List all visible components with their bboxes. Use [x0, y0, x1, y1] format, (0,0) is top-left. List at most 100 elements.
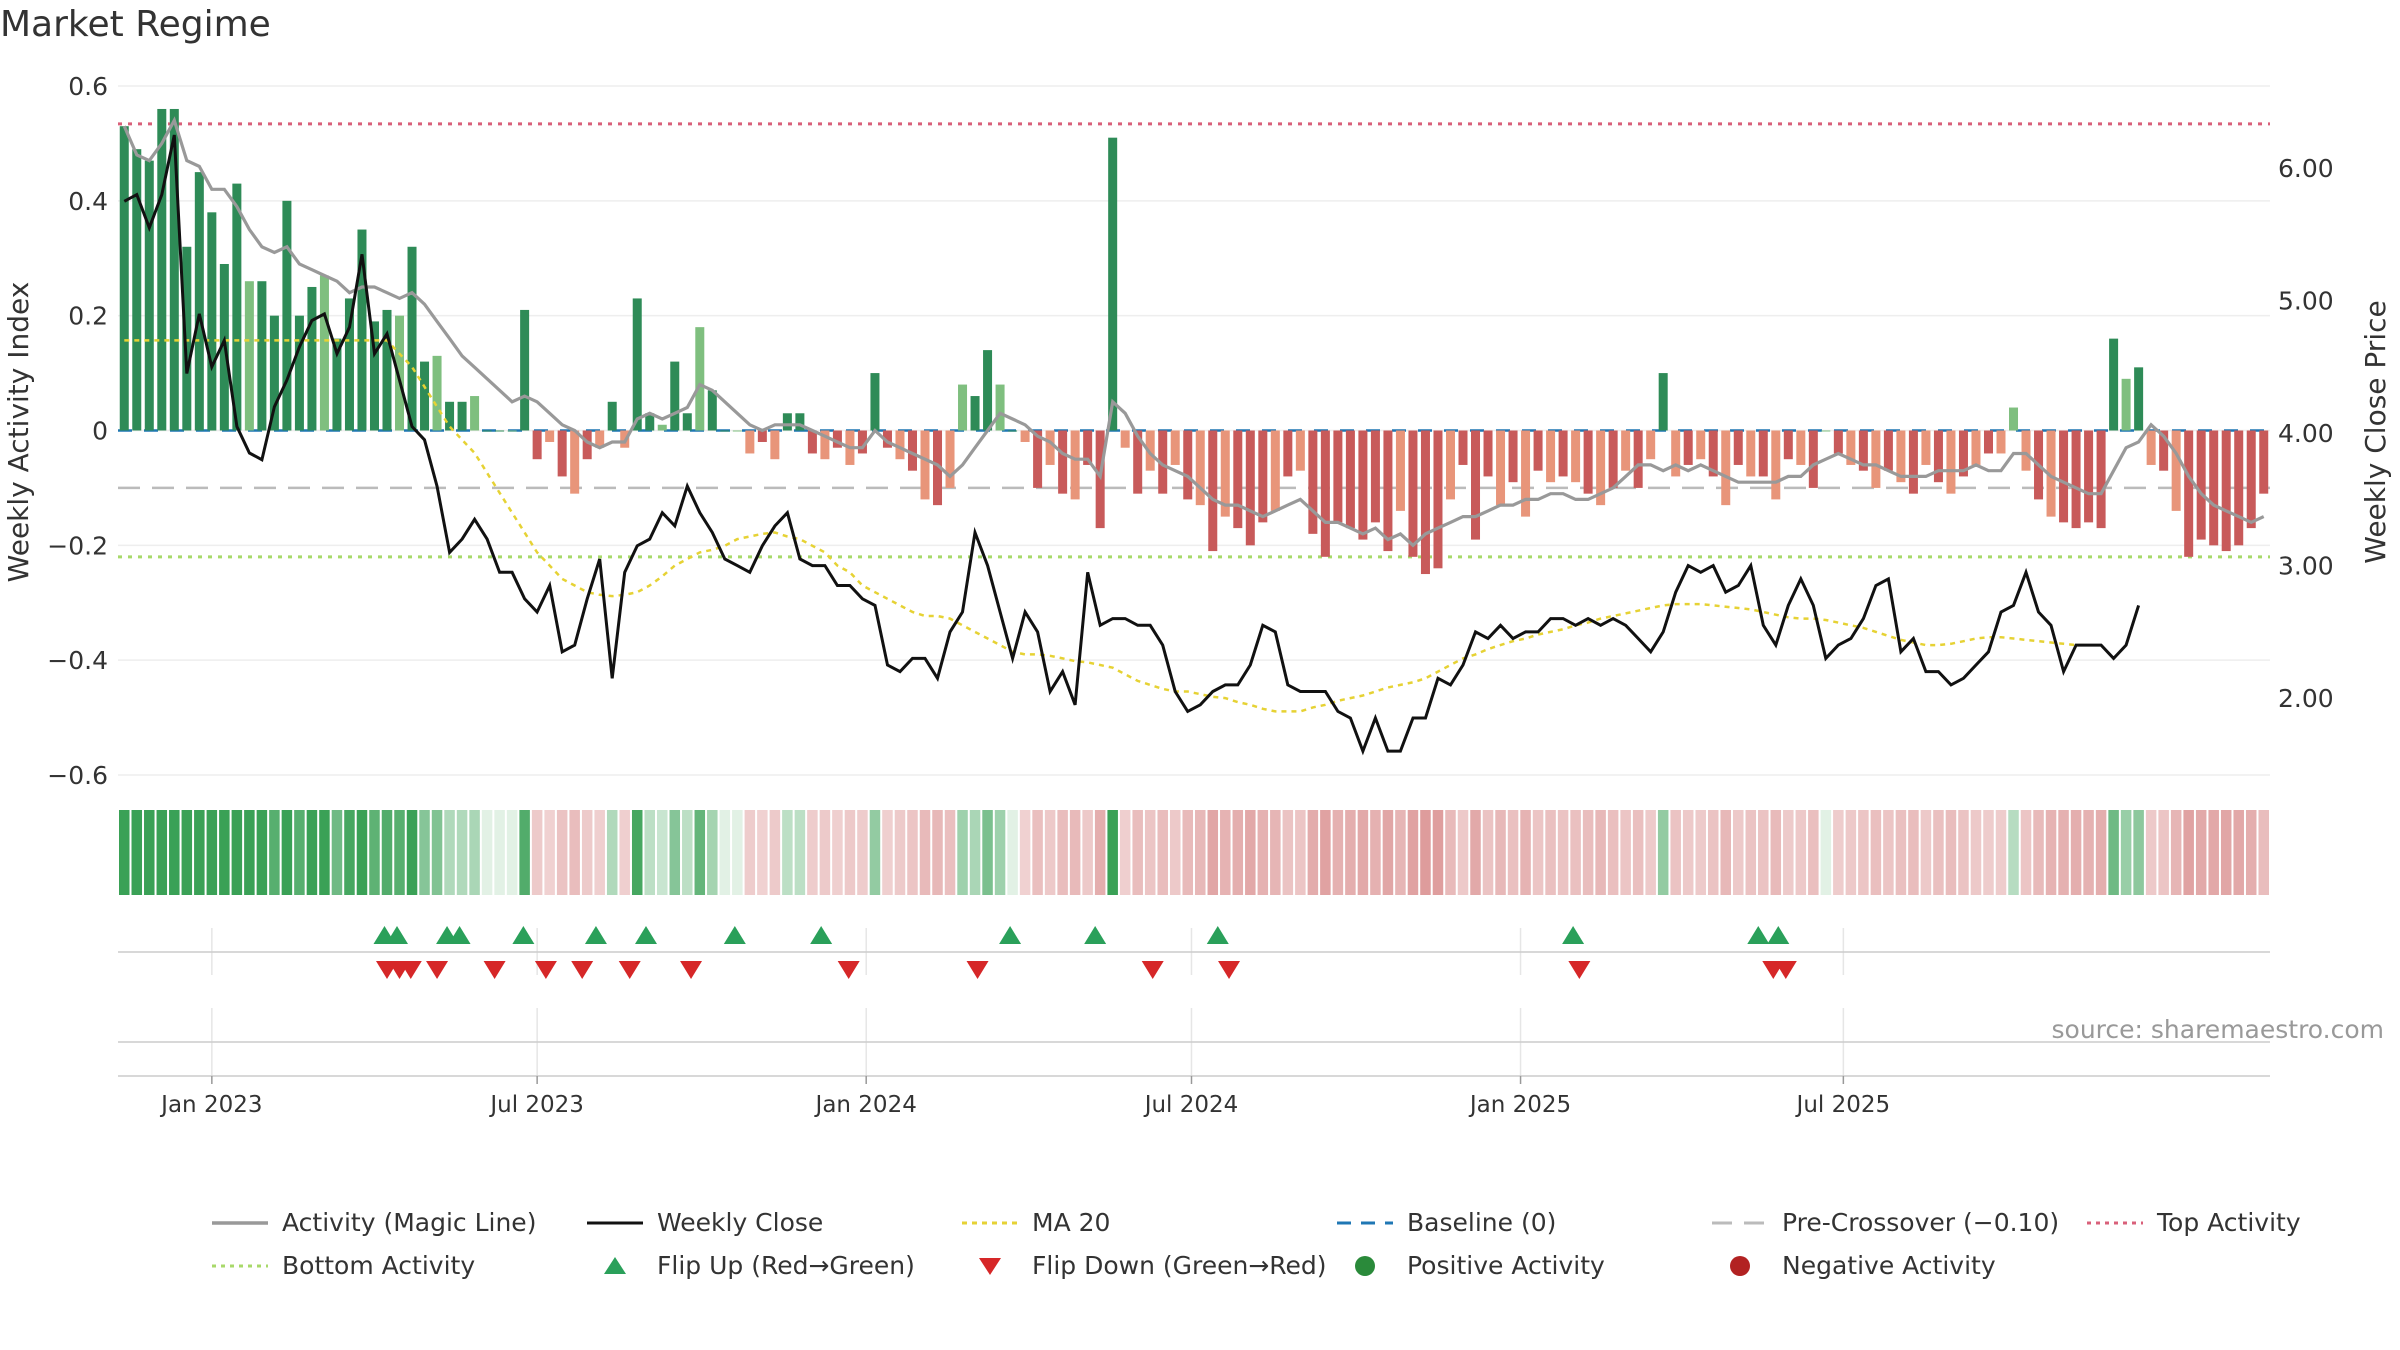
regime-cell — [1733, 810, 1744, 895]
regime-cell — [782, 810, 793, 895]
regime-cell — [994, 810, 1006, 895]
regime-cell — [1795, 810, 1807, 895]
regime-cell — [1144, 810, 1156, 895]
activity-bar — [895, 430, 905, 460]
regime-cell — [1345, 810, 1356, 895]
regime-cell — [1670, 810, 1681, 895]
regime-cell — [657, 810, 668, 895]
regime-cell — [1933, 810, 1944, 895]
activity-bar — [707, 390, 717, 431]
legend-item-neg: Negative Activity — [1710, 1251, 2085, 1280]
regime-cell — [1482, 810, 1494, 895]
flip-up-marker — [512, 926, 535, 944]
regime-strip — [119, 810, 2269, 895]
regime-cell — [244, 810, 255, 895]
activity-bar — [2221, 430, 2231, 552]
chart-title: Market Regime — [0, 4, 271, 45]
activity-bar — [1671, 430, 1681, 477]
flip-down-marker — [426, 961, 449, 979]
activity-bar — [420, 361, 430, 431]
regime-cell — [2220, 810, 2232, 895]
activity-bar — [1420, 430, 1430, 575]
regime-cell — [1783, 810, 1794, 895]
flip-up-marker — [1084, 926, 1107, 944]
regime-cell — [1282, 810, 1294, 895]
activity-bar — [1621, 430, 1631, 471]
activity-bar — [1033, 430, 1043, 488]
regime-cell — [1320, 810, 1331, 895]
x-tick-label: Jul 2025 — [1795, 1092, 1891, 1118]
regime-cell — [1132, 810, 1143, 895]
activity-bar — [2071, 430, 2081, 529]
regime-cell — [757, 810, 768, 895]
activity-bar — [920, 430, 930, 500]
activity-bar — [545, 430, 555, 442]
activity-bar — [1658, 373, 1668, 431]
activity-bar — [2134, 367, 2144, 431]
regime-cell — [1970, 810, 1982, 895]
activity-bar — [933, 430, 943, 506]
regime-cell — [2033, 810, 2044, 895]
activity-bar — [2184, 430, 2194, 557]
activity-bar — [970, 396, 980, 431]
y-tick-right: 5.00 — [2278, 287, 2334, 316]
reference-lines — [118, 122, 2270, 559]
legend-label: Flip Up (Red→Green) — [657, 1251, 915, 1280]
flip-markers — [118, 926, 2270, 1043]
regime-cell — [394, 810, 405, 895]
regime-cell — [2045, 810, 2057, 895]
flip-down-marker — [1568, 961, 1591, 979]
flip-down-marker — [837, 961, 860, 979]
activity-bar — [1258, 430, 1268, 523]
regime-cell — [581, 810, 593, 895]
activity-bar — [2196, 430, 2206, 540]
y-tick-right: 3.00 — [2278, 552, 2334, 581]
regime-cell — [331, 810, 343, 895]
flip-down-marker — [483, 961, 506, 979]
regime-cell — [1382, 810, 1394, 895]
x-tick-label: Jan 2025 — [1468, 1092, 1571, 1118]
regime-cell — [119, 810, 130, 895]
legend-item-baseline: Baseline (0) — [1335, 1208, 1710, 1237]
activity-bar — [1858, 430, 1868, 471]
regime-cell — [907, 810, 918, 895]
regime-cell — [369, 810, 380, 895]
legend-swatch-top — [2085, 1210, 2145, 1236]
regime-cell — [719, 810, 731, 895]
activity-bar — [1896, 430, 1906, 483]
activity-bar — [2159, 430, 2169, 471]
legend-label: Negative Activity — [1782, 1251, 1996, 1280]
regime-cell — [1395, 810, 1406, 895]
activity-bar — [1583, 430, 1593, 494]
regime-cell — [1470, 810, 1481, 895]
regime-cell — [269, 810, 280, 895]
activity-bar — [945, 430, 955, 488]
activity-bar — [1996, 430, 2006, 454]
regime-cell — [1257, 810, 1269, 895]
activity-bar — [382, 309, 392, 431]
y-tick-left: 0.4 — [68, 187, 108, 216]
activity-bar — [119, 126, 129, 431]
regime-cell — [694, 810, 706, 895]
regime-cell — [1307, 810, 1319, 895]
activity-bar — [820, 430, 830, 460]
legend-swatch-flipdown — [960, 1253, 1020, 1279]
legend-item-magic: Activity (Magic Line) — [210, 1208, 585, 1237]
legend-swatch-neg — [1710, 1253, 1770, 1279]
regime-cell — [219, 810, 230, 895]
regime-cell — [1220, 810, 1231, 895]
activity-bar — [1158, 430, 1168, 494]
regime-cell — [569, 810, 580, 895]
regime-cell — [894, 810, 906, 895]
legend-item-flipdown: Flip Down (Green→Red) — [960, 1251, 1335, 1280]
regime-cell — [1457, 810, 1469, 895]
activity-bar — [1908, 430, 1918, 494]
regime-cell — [1707, 810, 1719, 895]
flip-down-marker — [534, 961, 557, 979]
activity-bar — [1471, 430, 1481, 540]
regime-cell — [844, 810, 856, 895]
regime-cell — [181, 810, 193, 895]
regime-cell — [1945, 810, 1957, 895]
ma20-line — [124, 339, 2089, 713]
activity-bar — [319, 275, 329, 431]
